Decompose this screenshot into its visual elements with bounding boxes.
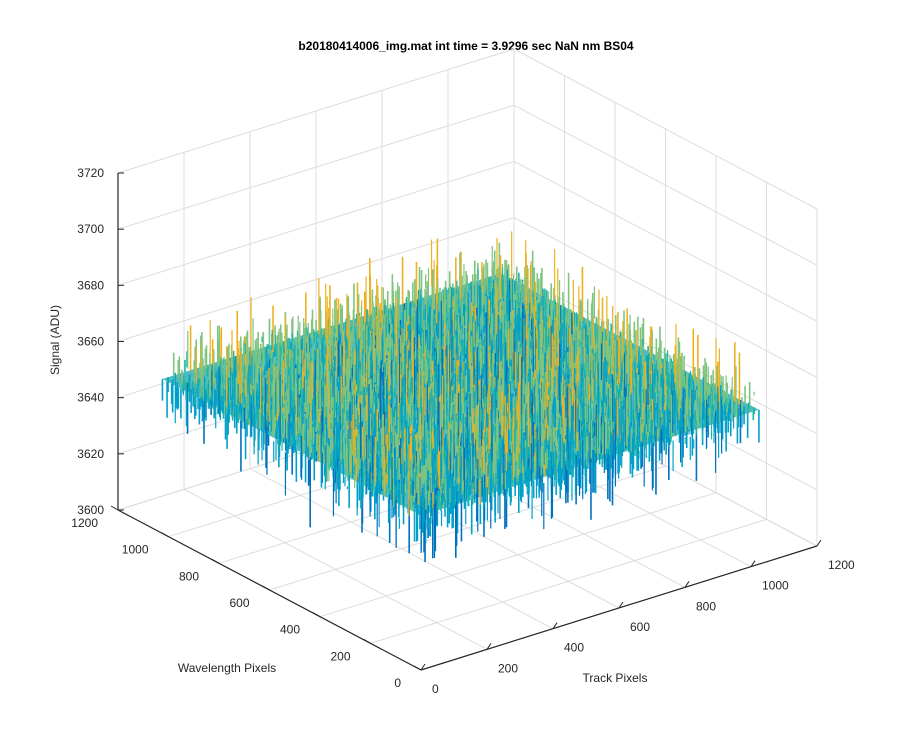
- floor-grid-y: [269, 465, 666, 591]
- backwall-y-horizontal: [513, 217, 818, 378]
- backwall-y-horizontal: [513, 104, 818, 266]
- backwall-x-horizontal: [117, 217, 515, 342]
- surface-data: [161, 231, 760, 563]
- backwall-x-horizontal: [117, 160, 515, 286]
- backwall-y-horizontal: [513, 273, 818, 435]
- backwall-x-horizontal: [117, 104, 515, 230]
- backwall-y-horizontal: [513, 160, 818, 322]
- floor-grid-y: [319, 492, 717, 618]
- backwall-y-horizontal: [513, 48, 818, 210]
- chart-title: b20180414006_img.mat int time = 3.9296 s…: [298, 39, 634, 53]
- floor-grid-y: [370, 518, 767, 644]
- backwall-x-horizontal: [117, 48, 515, 174]
